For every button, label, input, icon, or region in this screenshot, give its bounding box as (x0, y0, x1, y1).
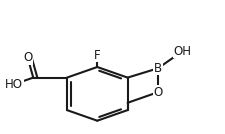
Text: O: O (153, 86, 162, 99)
Text: F: F (94, 49, 100, 62)
Text: HO: HO (5, 78, 23, 91)
Text: O: O (23, 51, 32, 64)
Text: OH: OH (173, 45, 191, 58)
Text: B: B (153, 62, 161, 75)
